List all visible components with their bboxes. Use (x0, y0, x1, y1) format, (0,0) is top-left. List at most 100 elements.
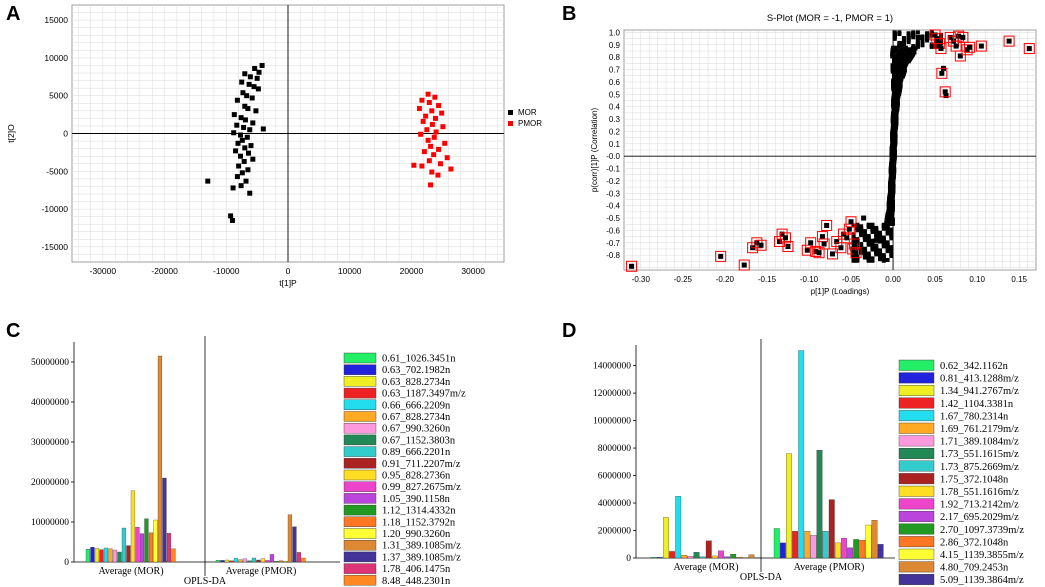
data-point-mor (247, 190, 253, 196)
selected-point (838, 245, 844, 251)
selected-point-box (835, 242, 847, 254)
loading-point (855, 228, 860, 233)
legend-swatch (343, 563, 377, 574)
bar (229, 560, 234, 563)
legend-swatch (898, 397, 935, 409)
loading-point (892, 49, 897, 54)
selected-point (777, 239, 783, 245)
data-point-mor (239, 79, 245, 85)
y-tick-label: 10000 (44, 53, 68, 63)
data-point-pmor (429, 108, 435, 114)
x-tick-label: -0.05 (842, 275, 861, 284)
selected-point (844, 235, 850, 241)
selected-point (754, 240, 760, 246)
data-point-mor (242, 117, 248, 123)
selected-point-box (850, 247, 862, 259)
panel-letter-a: A (6, 3, 20, 25)
y-tick-label: 6000000 (598, 472, 632, 482)
loading-point (915, 44, 920, 49)
bar (792, 531, 798, 559)
legend-swatch (343, 387, 377, 399)
bar (810, 535, 817, 559)
bar (153, 519, 158, 563)
data-point-mor (237, 153, 243, 159)
bar (224, 559, 230, 563)
y-tick-label: 40000000 (31, 398, 69, 408)
y-tick-label: 50000000 (31, 358, 69, 368)
bar (139, 533, 145, 563)
legend-label: 0.61_1026.3451n (382, 354, 456, 365)
loading-point (881, 226, 886, 231)
loading-point (911, 35, 916, 40)
data-point-pmor (431, 134, 437, 140)
bar (816, 449, 823, 559)
y-tick-label: 1.0 (609, 28, 621, 37)
selected-point (629, 263, 635, 269)
bar (269, 554, 275, 563)
data-point-pmor (411, 162, 417, 168)
legend-swatch (898, 548, 935, 560)
legend-swatch (343, 376, 377, 387)
legend-label: 0.63_1187.3497m/z (382, 389, 466, 400)
loading-point (915, 34, 921, 40)
data-point-mor (239, 170, 245, 176)
legend-swatch (898, 561, 935, 573)
category-label: Average (MOR) (98, 566, 163, 577)
data-point-pmor (439, 110, 445, 116)
selected-point (967, 44, 973, 50)
legend-label: 0.95_828.2736n (382, 471, 451, 482)
data-point-mor (238, 183, 244, 189)
loading-point (878, 257, 883, 262)
y-tick-label: 0.6 (609, 78, 621, 87)
loading-point (866, 258, 871, 263)
legend-swatch (343, 469, 377, 481)
selected-point-box (755, 239, 767, 251)
bar (130, 490, 136, 563)
data-point-pmor (421, 149, 427, 155)
legend-label: 4.15_1139.3855m/z (940, 550, 1024, 561)
bar (871, 520, 878, 559)
y-tick-label: 10000000 (593, 417, 631, 427)
y-tick-label: 0.2 (609, 127, 621, 136)
bar (301, 557, 306, 563)
loading-point (897, 32, 902, 37)
loading-point (885, 249, 890, 254)
data-point-mor (240, 90, 246, 96)
bar (650, 557, 657, 559)
data-point-pmor (428, 143, 434, 149)
bar (274, 561, 279, 563)
y-tick-label: 30000000 (31, 438, 69, 448)
loading-point (906, 40, 911, 45)
data-point-mor (245, 106, 251, 112)
legend-swatch (343, 399, 377, 410)
bar (220, 560, 225, 563)
loading-point (925, 38, 930, 43)
y-tick-label: 0.9 (609, 41, 621, 50)
y-tick-label: -5000 (46, 166, 68, 176)
legend-swatch (898, 574, 935, 585)
legend-label: 0.99_827.2675m/z (382, 482, 461, 493)
selected-point (758, 242, 764, 248)
bar (675, 496, 682, 559)
legend-label: 0.91_711.2207m/z (382, 459, 461, 470)
loading-point (873, 237, 879, 243)
selected-point-box (715, 250, 727, 262)
bar (108, 548, 113, 563)
bar (166, 533, 172, 563)
data-point-pmor (420, 118, 426, 124)
x-tick-label: 0.15 (1011, 275, 1027, 284)
selected-point-box (801, 244, 813, 256)
data-point-pmor (426, 100, 432, 106)
y-tick-label: 5000 (49, 91, 68, 101)
x-tick-label: 0.10 (969, 275, 985, 284)
bar (656, 557, 663, 559)
data-point-mor (234, 174, 240, 180)
data-point-mor (250, 156, 256, 162)
legend-swatch (343, 493, 377, 504)
data-point-mor (241, 124, 247, 130)
data-point-pmor (431, 152, 437, 158)
loading-point (907, 51, 912, 56)
selected-point (718, 253, 724, 259)
y-tick-label: -0.5 (606, 214, 620, 223)
